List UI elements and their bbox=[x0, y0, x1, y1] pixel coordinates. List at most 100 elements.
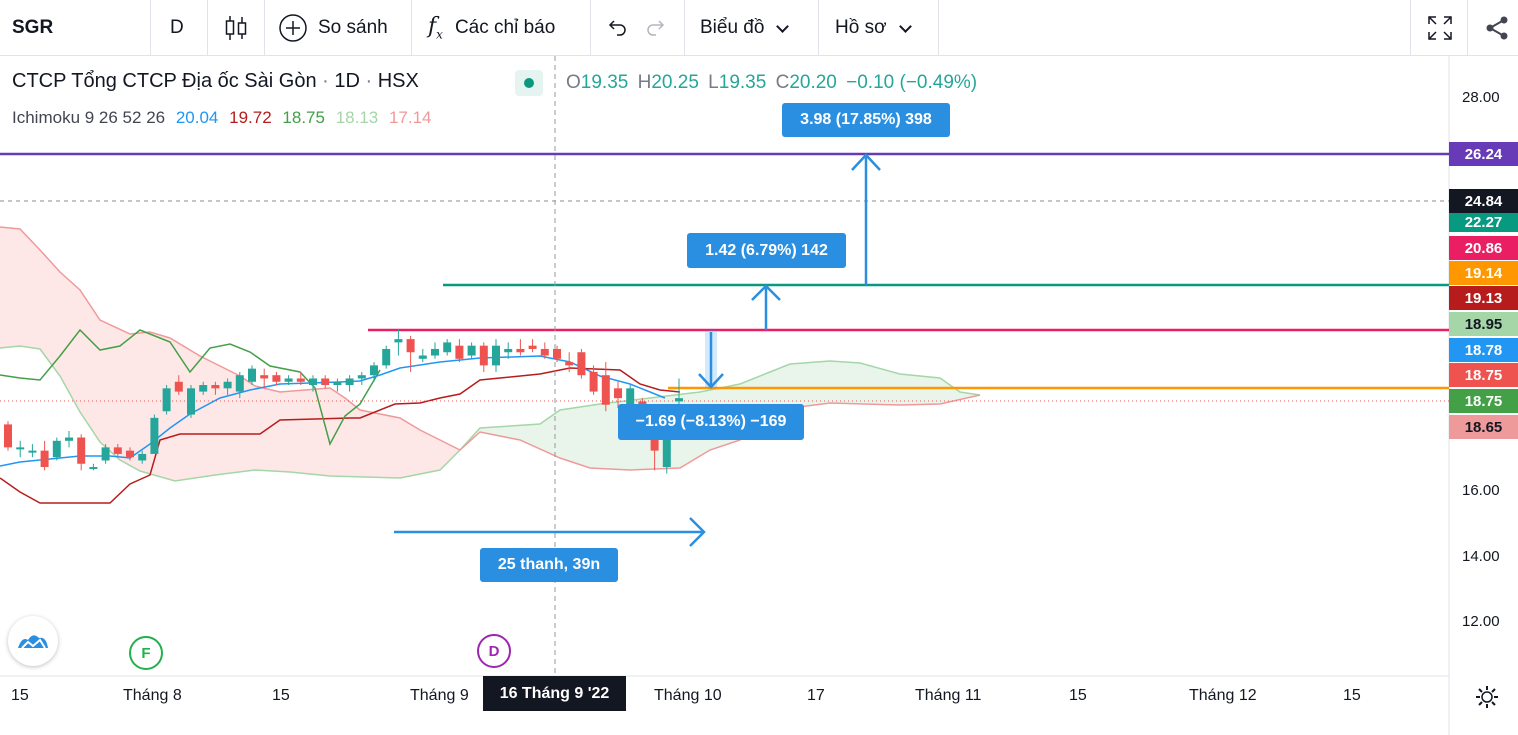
candle-up bbox=[16, 440, 25, 458]
close-value: 20.20 bbox=[789, 72, 837, 93]
candle-down bbox=[260, 368, 269, 389]
price-tag: 20.86 bbox=[1449, 236, 1518, 260]
candle-up bbox=[89, 463, 98, 471]
chevron-down-icon bbox=[898, 19, 912, 33]
measure-label-top[interactable]: 3.98 (17.85%) 398 bbox=[782, 103, 950, 137]
candle-down bbox=[589, 365, 598, 395]
undo-icon[interactable] bbox=[605, 0, 627, 56]
candle-down bbox=[40, 440, 49, 471]
x-tick-label: Tháng 11 bbox=[915, 687, 982, 704]
candle-down bbox=[321, 375, 330, 389]
price-chart[interactable] bbox=[0, 56, 1518, 735]
indicator-value-tenkan: 20.04 bbox=[175, 108, 219, 127]
candle-up bbox=[187, 385, 195, 418]
toolbar-divider bbox=[264, 0, 265, 56]
indicators-button[interactable]: fx Các chỉ báo bbox=[428, 0, 555, 56]
symbol-legend: CTCP Tổng CTCP Địa ốc Sài Gòn · 1D · HSX bbox=[12, 70, 419, 92]
toolbar-divider bbox=[150, 0, 151, 56]
symbol-name[interactable]: CTCP Tổng CTCP Địa ốc Sài Gòn bbox=[12, 70, 317, 92]
price-tag: 19.13 bbox=[1449, 286, 1518, 310]
indicator-value-span-b: 17.14 bbox=[388, 108, 432, 127]
market-status-icon[interactable] bbox=[515, 70, 543, 96]
toolbar-divider bbox=[938, 0, 939, 56]
candle-up bbox=[28, 444, 37, 458]
measure-arrow-mid-head bbox=[751, 284, 781, 301]
candle-down bbox=[4, 421, 12, 451]
candle-up bbox=[675, 378, 683, 408]
x-tick-label: 15 bbox=[1343, 687, 1361, 704]
candle-down bbox=[455, 339, 464, 363]
candle-down bbox=[174, 375, 183, 395]
event-marker-financial[interactable]: F bbox=[129, 636, 163, 670]
price-tag: 19.14 bbox=[1449, 261, 1518, 285]
compare-label: So sánh bbox=[318, 17, 388, 38]
high-label: H bbox=[637, 72, 652, 93]
x-tick-label: Tháng 8 bbox=[123, 687, 182, 704]
high-value: 20.25 bbox=[651, 72, 699, 93]
candle-up bbox=[65, 430, 73, 448]
event-marker-dividend[interactable]: D bbox=[477, 634, 511, 668]
redo-icon[interactable] bbox=[646, 0, 668, 56]
indicator-legend[interactable]: Ichimoku 9 26 52 26 20.04 19.72 18.75 18… bbox=[12, 108, 432, 128]
price-tag: 18.78 bbox=[1449, 338, 1518, 362]
candle-up bbox=[309, 375, 317, 392]
profile-menu[interactable]: Hồ sơ bbox=[835, 0, 912, 56]
candle-down bbox=[577, 348, 586, 379]
chevron-down-icon bbox=[776, 19, 790, 33]
candle-up bbox=[345, 375, 354, 392]
price-tag: 18.75 bbox=[1449, 389, 1518, 413]
plus-circle-icon bbox=[279, 14, 307, 42]
measure-arrow-down-head bbox=[698, 373, 724, 389]
candle-up bbox=[333, 378, 342, 392]
candle-up bbox=[418, 348, 427, 363]
candle-up bbox=[101, 444, 110, 464]
price-tag: 26.24 bbox=[1449, 142, 1518, 166]
tradingview-logo-icon[interactable] bbox=[8, 616, 58, 666]
price-tag: 22.27 bbox=[1449, 213, 1518, 232]
price-tag: 18.65 bbox=[1449, 415, 1518, 439]
candle-up bbox=[199, 381, 208, 395]
x-tick-label: 15 bbox=[1069, 687, 1087, 704]
candle-down bbox=[296, 371, 305, 386]
change-value: −0.10 (−0.49%) bbox=[846, 72, 978, 93]
toolbar-divider bbox=[411, 0, 412, 56]
symbol-search-button[interactable]: SGR bbox=[12, 17, 54, 38]
x-tick-label: 17 bbox=[807, 687, 825, 704]
interval-button[interactable]: D bbox=[170, 17, 184, 38]
y-tick-label: 12.00 bbox=[1462, 613, 1500, 630]
candle-up bbox=[504, 342, 513, 359]
candle-up bbox=[370, 362, 378, 382]
candle-down bbox=[126, 447, 134, 461]
settings-gear-icon[interactable] bbox=[1473, 683, 1501, 716]
candle-up bbox=[443, 339, 452, 356]
y-tick-label: 16.00 bbox=[1462, 482, 1500, 499]
indicator-name: Ichimoku 9 26 52 26 bbox=[12, 108, 166, 127]
x-tick-label: 15 bbox=[11, 687, 29, 704]
candle-up bbox=[52, 437, 61, 461]
candles-icon[interactable] bbox=[224, 0, 248, 56]
candle-down bbox=[272, 371, 281, 386]
indicators-label: Các chỉ báo bbox=[454, 17, 556, 38]
date-range-label[interactable]: 25 thanh, 39n bbox=[480, 548, 618, 582]
x-tick-label: 15 bbox=[272, 687, 290, 704]
y-tick-label: 14.00 bbox=[1462, 548, 1500, 565]
date-range-arrow-head bbox=[689, 517, 706, 547]
toolbar-divider bbox=[1467, 0, 1468, 56]
candle-down bbox=[211, 381, 220, 395]
measure-label-low[interactable]: −1.69 (−8.13%) −169 bbox=[618, 404, 804, 440]
candle-down bbox=[113, 444, 122, 458]
candle-up bbox=[382, 345, 391, 369]
measure-arrow-top-head bbox=[851, 153, 881, 171]
compare-button[interactable]: So sánh bbox=[278, 0, 388, 56]
candle-up bbox=[235, 371, 244, 399]
candle-up bbox=[223, 378, 232, 395]
measure-label-mid[interactable]: 1.42 (6.79%) 142 bbox=[687, 233, 846, 268]
share-icon[interactable] bbox=[1484, 0, 1510, 56]
chart-type-menu[interactable]: Biểu đồ bbox=[700, 0, 790, 56]
fullscreen-icon[interactable] bbox=[1427, 0, 1453, 56]
candle-up bbox=[357, 371, 366, 386]
toolbar-divider bbox=[207, 0, 208, 56]
candle-down bbox=[565, 352, 574, 372]
indicator-value-chikou: 18.75 bbox=[282, 108, 325, 127]
price-tag: 24.84 bbox=[1449, 189, 1518, 213]
